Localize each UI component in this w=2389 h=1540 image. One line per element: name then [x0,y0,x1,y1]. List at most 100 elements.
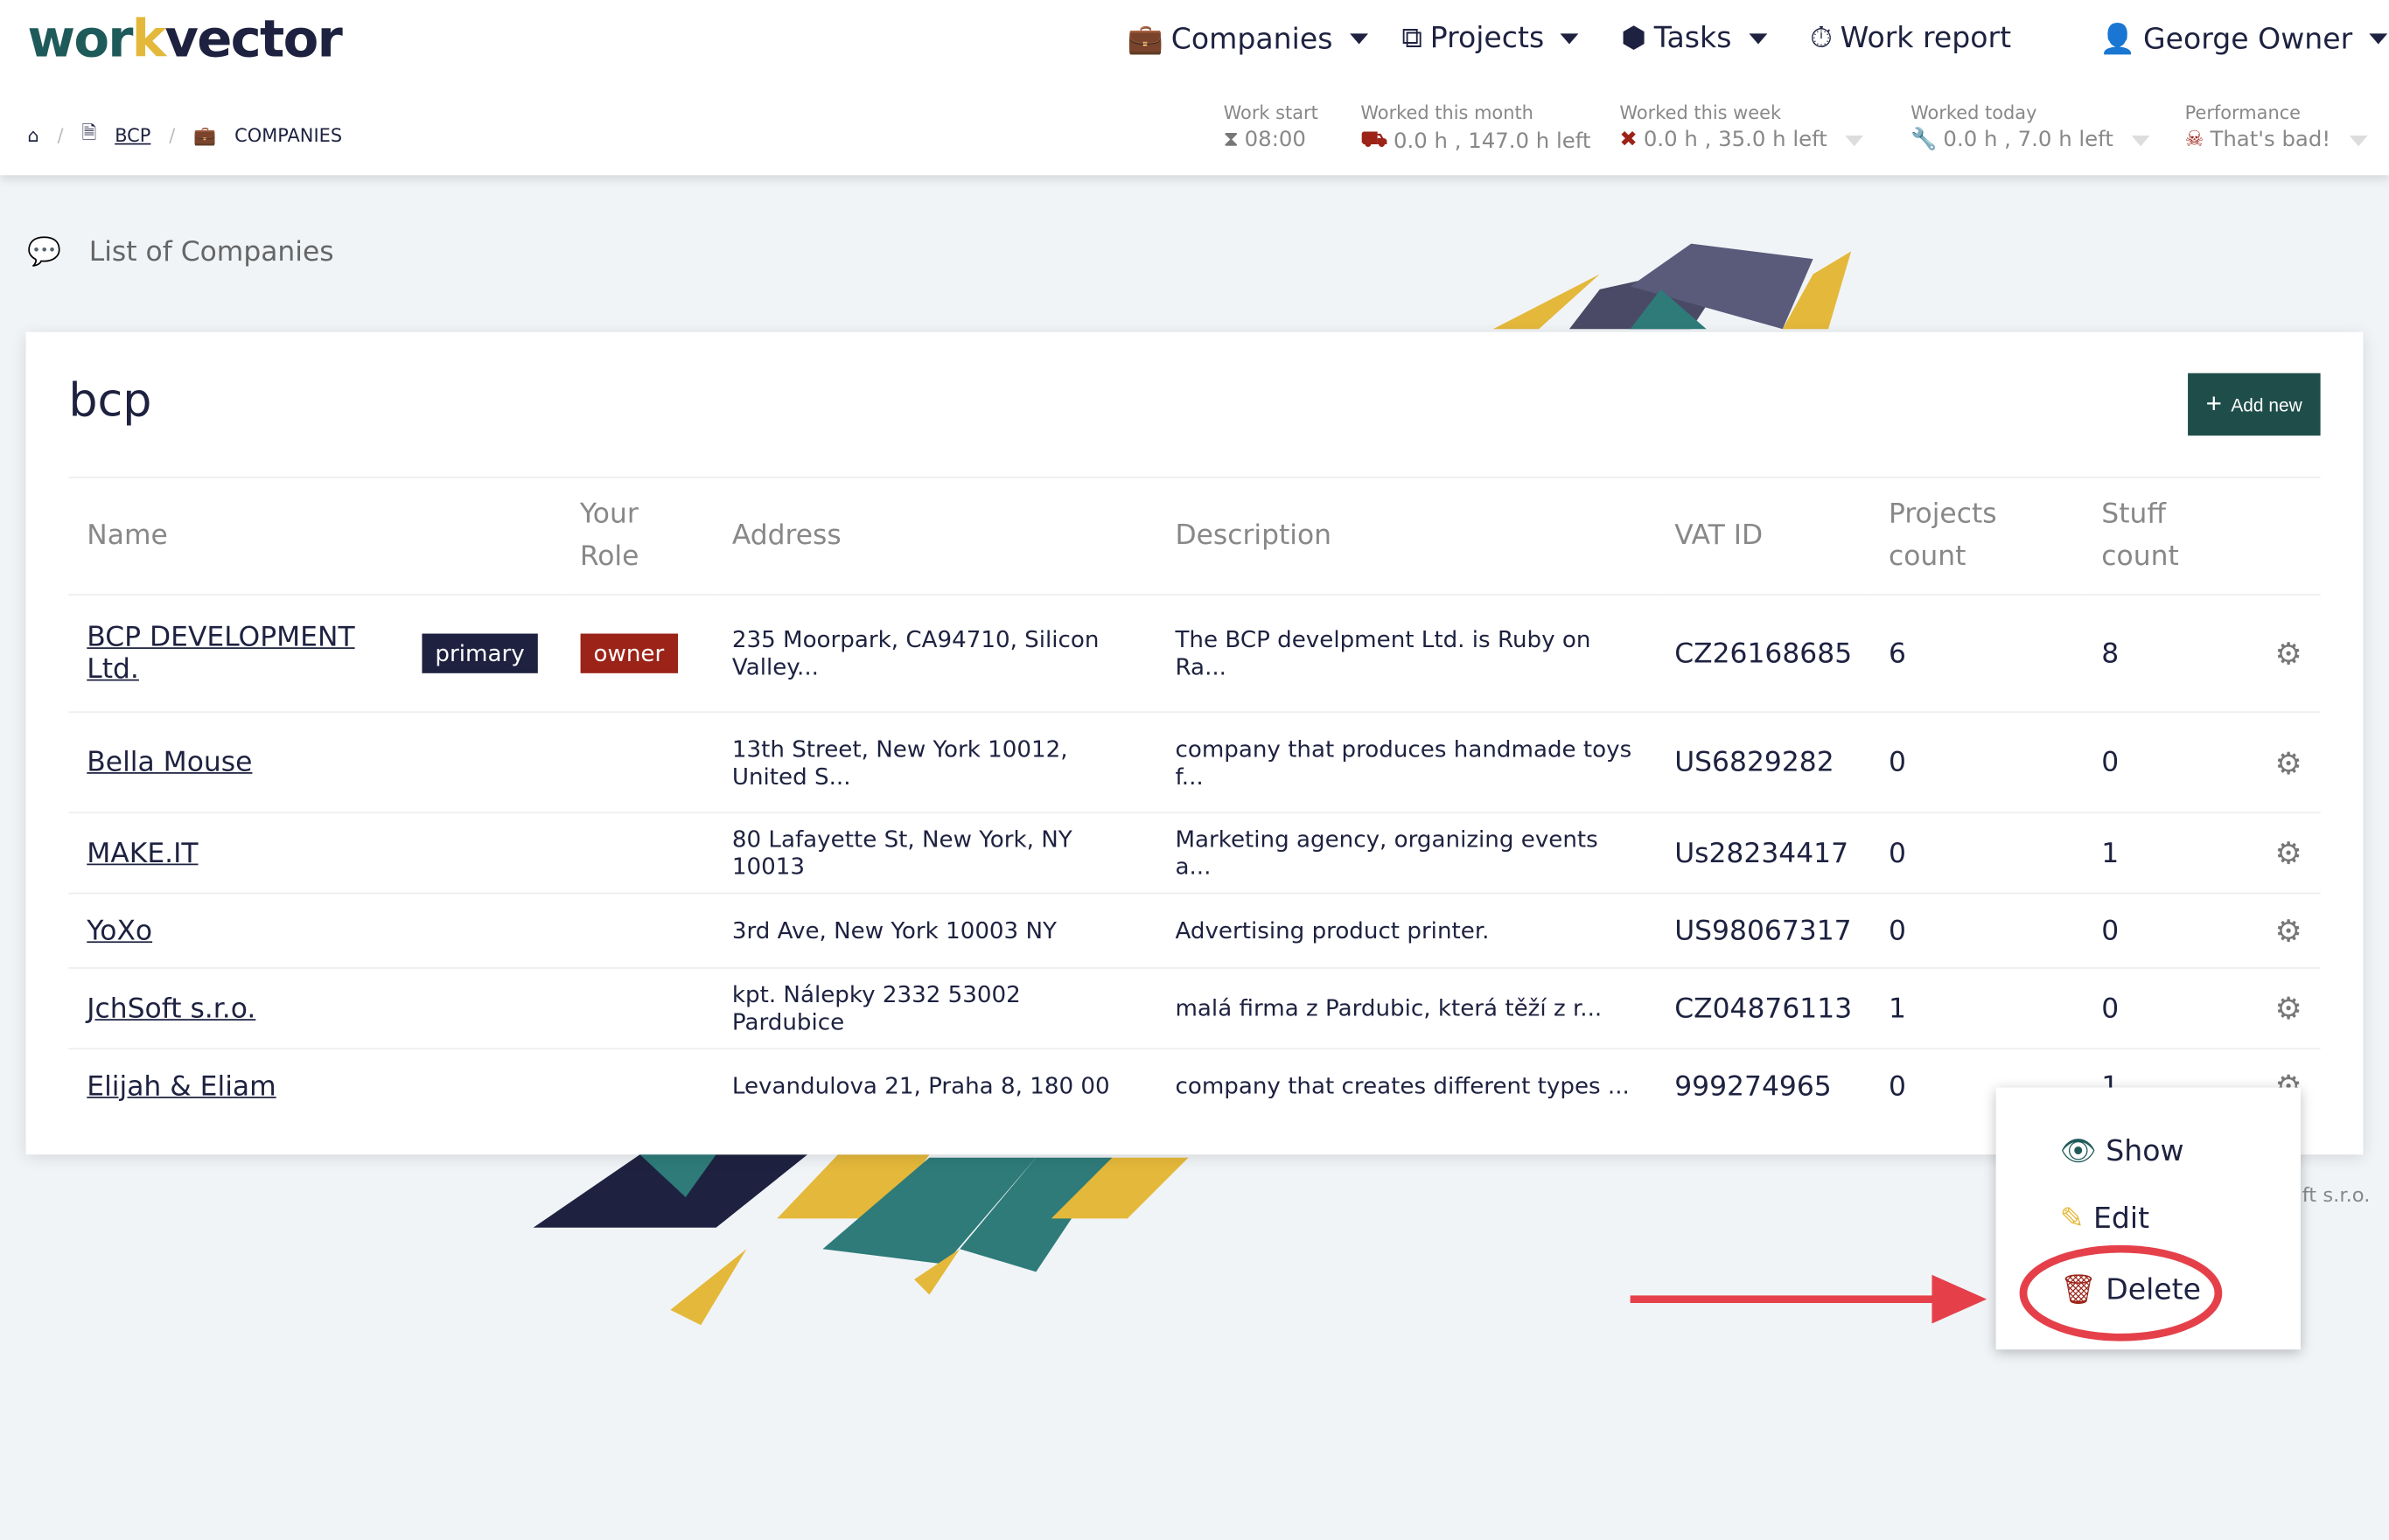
caret-down-icon [1561,32,1580,44]
stat-label: Work start [1223,101,1318,124]
tools-icon: ✖ [1619,128,1638,153]
cubes-icon: ⧉ [1401,21,1423,55]
nav-companies[interactable]: 💼 Companies [1128,21,1368,56]
plus-icon: + [2205,388,2222,419]
role-badge: owner [579,633,678,673]
stat-week[interactable]: Worked this week ✖ 0.0 h , 35.0 h left [1619,101,1864,153]
breadcrumb-companies: COMPANIES [234,123,343,146]
caret-down-icon [1349,33,1368,45]
decorative-shapes [533,243,1852,1326]
skull-crossbones-icon: ☠ [2184,128,2204,153]
user-menu[interactable]: 👤 George Owner [2099,21,2388,57]
add-new-label: Add new [2231,394,2302,415]
cell-description: Marketing agency, organizing events a... [1156,812,1657,894]
table-row: YoXo 3rd Ave, New York 10003 NY Advertis… [68,892,2321,968]
gear-icon[interactable]: ⚙ [2274,912,2302,950]
cell-stuff: 1 [2083,812,2257,894]
primary-badge: primary [421,633,539,673]
gear-icon[interactable]: ⚙ [2274,990,2302,1027]
cell-address: 235 Moorpark, CA94710, Silicon Valley... [713,594,1157,713]
cell-name: Bella Mouse [68,711,403,813]
menu-show[interactable]: 👁 Show [2060,1133,2184,1168]
header-vat: VAT ID [1656,477,1871,596]
row-actions-menu: 👁 Show ✎ Edit 🗑 Delete [1995,1087,2301,1350]
nav-label: Work report [1840,21,2012,55]
stat-label: Worked this week [1619,101,1782,124]
company-link[interactable]: Bella Mouse [87,746,253,779]
cell-stuff: 8 [2083,594,2257,713]
table-row: BCP DEVELOPMENT Ltd. primary owner 235 M… [68,594,2321,713]
user-name: George Owner [2143,22,2353,56]
cube-icon: ⬢ [1621,21,1647,55]
gear-icon[interactable]: ⚙ [2274,834,2302,872]
company-link[interactable]: BCP DEVELOPMENT Ltd. [87,621,355,686]
nav-label: Tasks [1653,21,1732,55]
caret-down-icon [1748,32,1767,44]
company-link[interactable]: YoXo [87,914,153,947]
caret-down-icon [2369,33,2388,45]
stat-today[interactable]: Worked today 🔧 0.0 h , 7.0 h left [1911,102,2150,152]
briefcase-icon: 💼 [193,123,217,146]
table-row: JchSoft s.r.o. kpt. Nálepky 2332 53002 P… [68,966,2321,1049]
nav-label: Projects [1429,21,1545,55]
table-row: Bella Mouse 13th Street, New York 10012,… [68,711,2321,813]
cell-badge [402,711,562,813]
caret-down-icon [2349,135,2367,146]
gear-icon[interactable]: ⚙ [2274,635,2302,672]
companies-card: bcp + Add new Name Your Role Address Desc… [25,331,2364,1155]
home-icon[interactable]: ⌂ [27,123,39,146]
menu-label: Show [2106,1133,2184,1168]
cell-vat: CZ26168685 [1656,594,1871,713]
cell-address: 3rd Ave, New York 10003 NY [713,892,1157,968]
user-icon: 👤 [2099,23,2136,57]
company-link[interactable]: Elijah & Eliam [87,1070,276,1103]
cell-projects: 0 [1870,892,2084,968]
cell-role [561,966,714,1049]
nav-projects[interactable]: ⧉ Projects [1401,21,1580,55]
page-title-text: List of Companies [88,235,334,268]
menu-delete[interactable]: 🗑 Delete [2060,1272,2201,1307]
cell-badge: primary [402,594,562,713]
menu-label: Edit [2092,1202,2150,1236]
stat-performance[interactable]: Performance ☠ That's bad! [2185,102,2367,152]
briefcase-icon: 💼 [1127,23,1164,57]
nav-work-report[interactable]: ⏱ Work report [1810,21,2011,54]
header-address: Address [713,477,1157,596]
menu-label: Delete [2106,1272,2201,1307]
cell-vat: CZ04876113 [1656,966,1871,1049]
cell-vat: US6829282 [1656,711,1871,813]
add-new-button[interactable]: + Add new [2187,373,2321,436]
stat-value: That's bad! [2210,128,2331,153]
hourglass-icon: ⧗ [1223,128,1239,153]
cell-projects: 0 [1870,812,2084,894]
cell-stuff: 0 [2083,711,2257,813]
cell-stuff: 0 [2083,966,2257,1049]
comment-icon: 💬 [27,235,62,268]
cell-projects: 0 [1870,711,2084,813]
workvector-logo[interactable]: workvector [27,9,342,71]
company-link[interactable]: MAKE.IT [87,837,199,869]
wrench-icon: 🔧 [1911,128,1938,153]
cell-name: Elijah & Eliam [68,1048,403,1124]
cell-description: malá firma z Pardubic, která těží z r... [1156,966,1657,1049]
top-header: workvector 💼 Companies ⧉ Projects ⬢ Tasks ⏱… [0,0,2389,176]
logo-text: k [131,9,166,71]
stat-label: Performance [2184,101,2302,124]
stat-value: 0.0 h , 35.0 h left [1643,128,1827,153]
stat-label: Worked today [1911,101,2037,124]
gear-icon[interactable]: ⚙ [2274,743,2302,781]
cell-badge [402,892,562,968]
company-link[interactable]: JchSoft s.r.o. [87,992,256,1025]
logo-text: wor [27,9,133,71]
page-title: 💬 List of Companies [27,236,333,268]
header-actions [2256,477,2321,596]
menu-edit[interactable]: ✎ Edit [2060,1202,2149,1235]
table-row: MAKE.IT 80 Lafayette St, New York, NY 10… [68,812,2321,894]
breadcrumb-bcp[interactable]: BCP [115,123,151,146]
nav-tasks[interactable]: ⬢ Tasks [1621,21,1767,55]
cell-projects: 6 [1870,594,2084,713]
breadcrumb-separator: / [57,123,64,146]
cell-projects: 1 [1870,966,2084,1049]
cell-badge [402,812,562,894]
caret-down-icon [2131,135,2150,146]
